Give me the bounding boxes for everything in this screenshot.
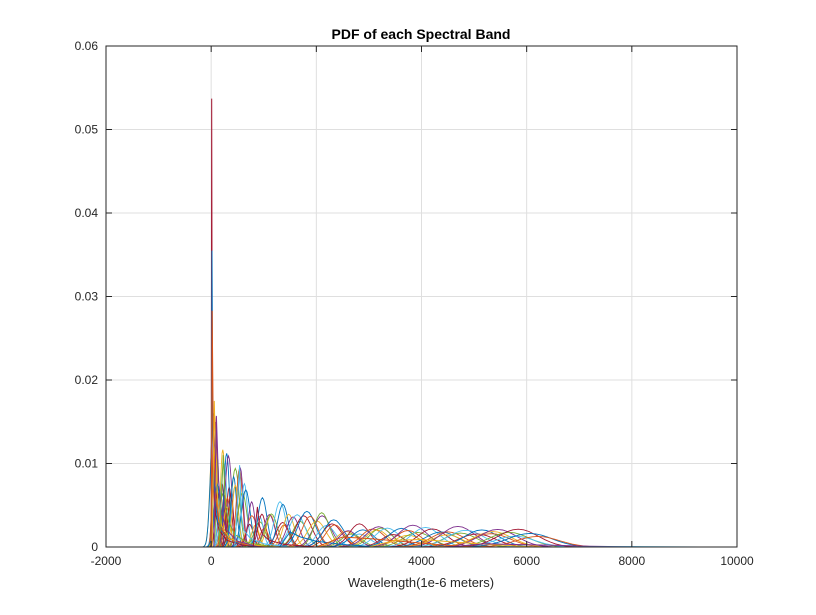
y-tick-label: 0 — [91, 540, 98, 554]
x-tick-label: 6000 — [513, 554, 540, 568]
y-tick-label: 0.05 — [75, 123, 99, 137]
y-tick-label: 0.04 — [75, 206, 99, 220]
y-tick-label: 0.01 — [75, 457, 99, 471]
series-line — [213, 415, 259, 547]
series-line — [368, 538, 538, 547]
x-axis-label: Wavelength(1e-6 meters) — [348, 575, 494, 590]
x-axis: -2000 0 2000 4000 6000 8000 10000 — [91, 46, 754, 568]
series-line — [210, 310, 275, 547]
x-tick-label: 0 — [208, 554, 215, 568]
series-line — [316, 536, 475, 547]
y-tick-label: 0.02 — [75, 373, 99, 387]
series-line — [234, 465, 291, 547]
x-tick-label: 4000 — [408, 554, 435, 568]
series-line — [279, 531, 380, 547]
series-line — [210, 98, 264, 547]
chart-title: PDF of each Spectral Band — [332, 26, 511, 42]
series-line — [252, 506, 317, 547]
x-tick-label: -2000 — [91, 554, 122, 568]
x-tick-label: 8000 — [618, 554, 645, 568]
series-line — [218, 455, 275, 547]
y-tick-label: 0.06 — [75, 39, 99, 53]
y-tick-label: 0.03 — [75, 290, 99, 304]
y-axis: 0 0.01 0.02 0.03 0.04 0.05 0.06 — [75, 39, 737, 554]
x-tick-label: 2000 — [303, 554, 330, 568]
band-pdf-curve — [220, 493, 242, 547]
x-tick-label: 10000 — [720, 554, 754, 568]
